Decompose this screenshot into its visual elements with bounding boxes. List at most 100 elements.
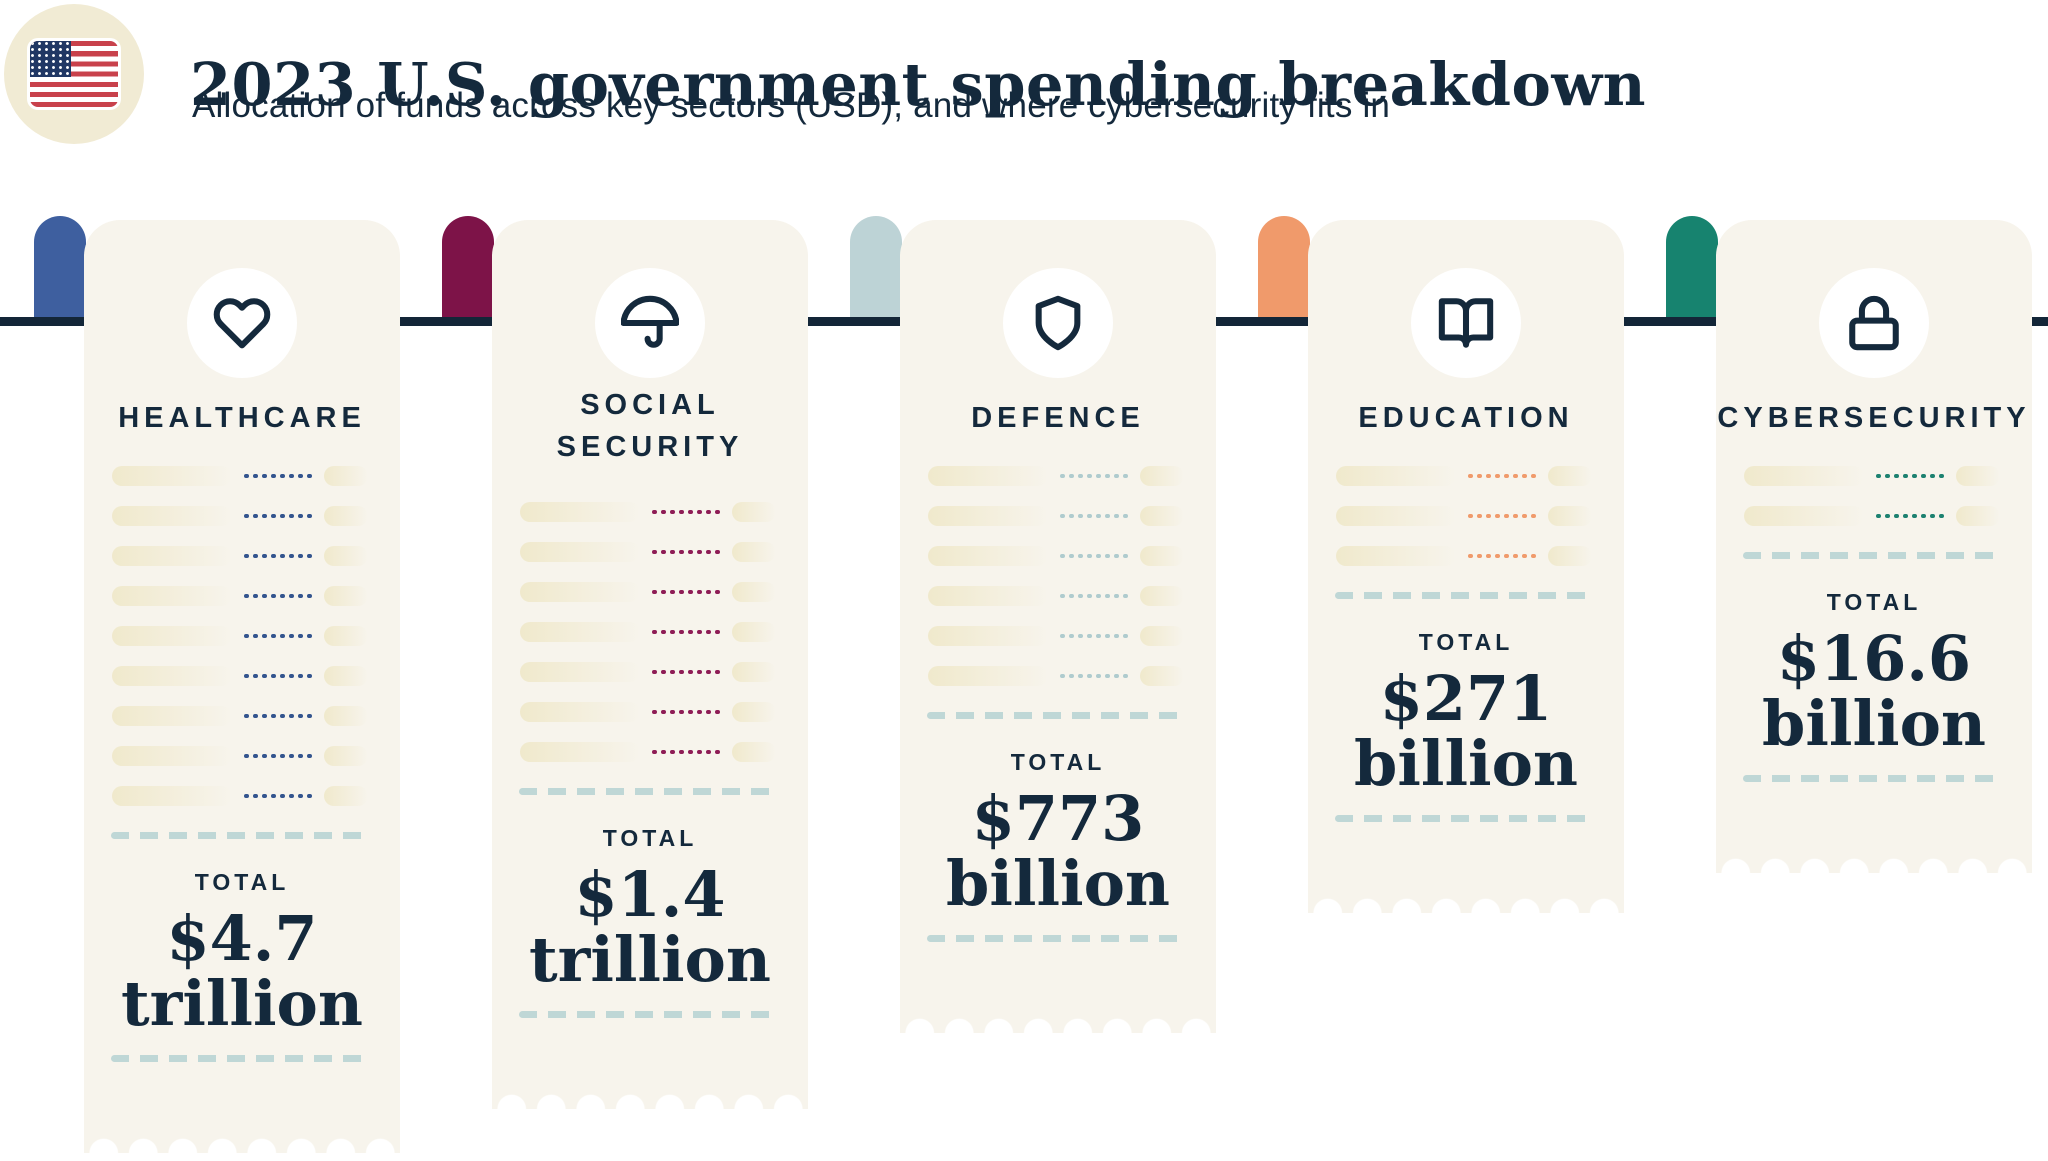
amount-unit: billion bbox=[1762, 687, 1986, 760]
item-price-bar bbox=[732, 702, 776, 722]
total-label: TOTAL bbox=[602, 825, 698, 851]
item-price-bar bbox=[732, 742, 776, 762]
line-items bbox=[84, 456, 400, 816]
dotted-leader bbox=[1048, 553, 1140, 559]
dashed-separator bbox=[927, 935, 1187, 942]
item-price-bar bbox=[1548, 546, 1592, 566]
dotted-leader bbox=[1048, 473, 1140, 479]
item-name-bar bbox=[928, 466, 1048, 486]
dashed-separator bbox=[111, 1055, 371, 1062]
total-label: TOTAL bbox=[1826, 589, 1922, 615]
item-price-bar bbox=[1956, 506, 2000, 526]
dotted-leader bbox=[232, 593, 324, 599]
amount-value: $1.4 bbox=[574, 858, 726, 931]
dotted-leader bbox=[1456, 553, 1548, 559]
item-price-bar bbox=[1140, 466, 1184, 486]
dotted-leader bbox=[232, 513, 324, 519]
sector-label: SOCIAL SECURITY bbox=[556, 389, 744, 463]
item-price-bar bbox=[732, 542, 776, 562]
total-amount: $1.4 trillion bbox=[492, 862, 808, 992]
item-name-bar bbox=[520, 582, 640, 602]
amount-unit: trillion bbox=[529, 923, 771, 996]
item-price-bar bbox=[324, 626, 368, 646]
receipt-torn-edge bbox=[900, 1015, 1216, 1033]
item-price-bar bbox=[324, 786, 368, 806]
line-item bbox=[900, 616, 1216, 656]
page-title: 2023 U.S. government spending breakdown bbox=[190, 49, 1647, 119]
dotted-leader bbox=[1864, 513, 1956, 519]
amount-value: $16.6 bbox=[1776, 622, 1972, 695]
sector-label: CYBERSECURITY bbox=[1717, 402, 2031, 434]
umbrella-icon bbox=[621, 295, 679, 348]
item-name-bar bbox=[928, 586, 1048, 606]
dotted-leader bbox=[640, 749, 732, 755]
dotted-leader bbox=[640, 629, 732, 635]
line-items bbox=[900, 456, 1216, 696]
item-name-bar bbox=[112, 466, 232, 486]
sector-icon-circle bbox=[1003, 268, 1113, 378]
dotted-leader bbox=[232, 673, 324, 679]
item-name-bar bbox=[928, 666, 1048, 686]
line-item bbox=[492, 572, 808, 612]
item-price-bar bbox=[324, 506, 368, 526]
item-name-bar bbox=[520, 742, 640, 762]
dotted-leader bbox=[1048, 513, 1140, 519]
sector-icon-circle bbox=[1819, 268, 1929, 378]
dotted-leader bbox=[640, 669, 732, 675]
sector-tab-healthcare bbox=[34, 216, 86, 326]
item-name-bar bbox=[1336, 546, 1456, 566]
line-item bbox=[492, 652, 808, 692]
page-subtitle: Allocation of funds across key sectors (… bbox=[192, 86, 1391, 125]
item-price-bar bbox=[1548, 466, 1592, 486]
item-name-bar bbox=[112, 706, 232, 726]
dotted-leader bbox=[232, 473, 324, 479]
item-name-bar bbox=[1336, 506, 1456, 526]
line-item bbox=[900, 456, 1216, 496]
dashed-separator bbox=[519, 1011, 779, 1018]
line-items bbox=[1308, 456, 1624, 576]
item-name-bar bbox=[1336, 466, 1456, 486]
item-name-bar bbox=[1744, 506, 1864, 526]
item-name-bar bbox=[112, 746, 232, 766]
line-item bbox=[492, 692, 808, 732]
total-label: TOTAL bbox=[1010, 749, 1106, 775]
amount-value: $4.7 bbox=[166, 902, 318, 975]
item-name-bar bbox=[112, 786, 232, 806]
dotted-leader bbox=[1864, 473, 1956, 479]
book-icon bbox=[1438, 298, 1494, 348]
receipt-healthcare: HEALTHCARE TOTAL $4.7 trillion bbox=[84, 220, 400, 1153]
item-price-bar bbox=[324, 586, 368, 606]
flag-canton bbox=[30, 41, 71, 77]
item-name-bar bbox=[112, 586, 232, 606]
line-item bbox=[492, 492, 808, 532]
amount-unit: billion bbox=[946, 847, 1170, 920]
sector-label: EDUCATION bbox=[1358, 402, 1574, 434]
line-item bbox=[84, 616, 400, 656]
item-price-bar bbox=[1140, 586, 1184, 606]
dotted-leader bbox=[232, 753, 324, 759]
line-item bbox=[900, 576, 1216, 616]
dotted-leader bbox=[1048, 633, 1140, 639]
item-name-bar bbox=[520, 542, 640, 562]
dashed-separator bbox=[1743, 775, 2003, 782]
dashed-separator bbox=[1335, 815, 1595, 822]
total-label: TOTAL bbox=[194, 869, 290, 895]
item-price-bar bbox=[1140, 626, 1184, 646]
line-item bbox=[84, 456, 400, 496]
dashed-separator bbox=[519, 788, 779, 795]
dashed-separator bbox=[1335, 592, 1595, 599]
item-price-bar bbox=[732, 662, 776, 682]
line-items bbox=[1716, 456, 2032, 536]
amount-unit: billion bbox=[1354, 727, 1578, 800]
total-amount: $16.6 billion bbox=[1716, 626, 2032, 756]
line-item bbox=[1716, 456, 2032, 496]
line-item bbox=[900, 656, 1216, 696]
line-item bbox=[84, 576, 400, 616]
item-price-bar bbox=[1956, 466, 2000, 486]
sector-tab-education bbox=[1258, 216, 1310, 326]
amount-value: $773 bbox=[971, 782, 1145, 855]
total-label: TOTAL bbox=[1418, 629, 1514, 655]
us-flag-badge bbox=[4, 4, 144, 144]
dotted-leader bbox=[1456, 473, 1548, 479]
item-name-bar bbox=[520, 622, 640, 642]
